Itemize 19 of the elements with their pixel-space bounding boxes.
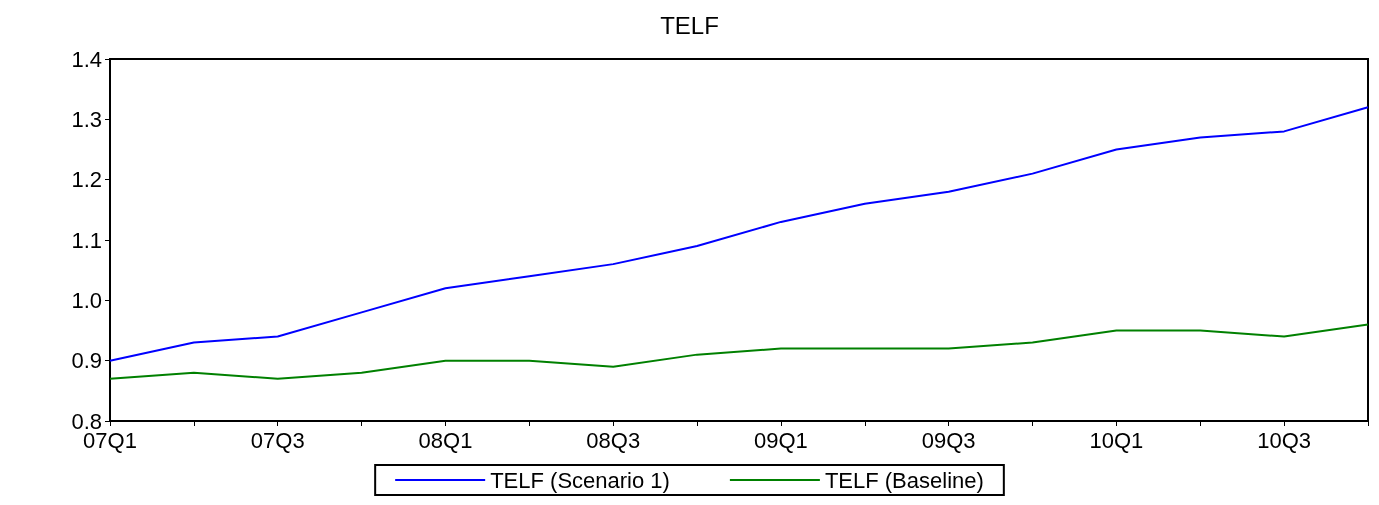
x-tick-label: 10Q1 xyxy=(1089,427,1144,453)
x-tick-label: 07Q3 xyxy=(250,427,305,453)
line-series xyxy=(109,106,1369,362)
y-tick-label: 1.0 xyxy=(71,287,102,313)
y-tick-label: 0.8 xyxy=(71,408,102,434)
line-series xyxy=(109,323,1369,380)
x-tick-label: 08Q3 xyxy=(586,427,641,453)
y-tick-label: 1.4 xyxy=(71,46,102,72)
x-tick-label: 09Q3 xyxy=(921,427,976,453)
legend-label: TELF (Scenario 1) xyxy=(490,467,670,493)
x-tick-label: 10Q3 xyxy=(1257,427,1312,453)
y-tick-label: 1.2 xyxy=(71,167,102,193)
x-tick-label: 09Q1 xyxy=(754,427,808,453)
chart-title: TELF xyxy=(660,11,719,39)
y-tick-label: 0.9 xyxy=(71,348,102,374)
y-tick-label: 1.1 xyxy=(71,227,102,253)
legend-label: TELF (Baseline) xyxy=(824,467,984,493)
y-tick-label: 1.3 xyxy=(71,106,102,132)
x-tick-label: 08Q1 xyxy=(418,427,473,453)
